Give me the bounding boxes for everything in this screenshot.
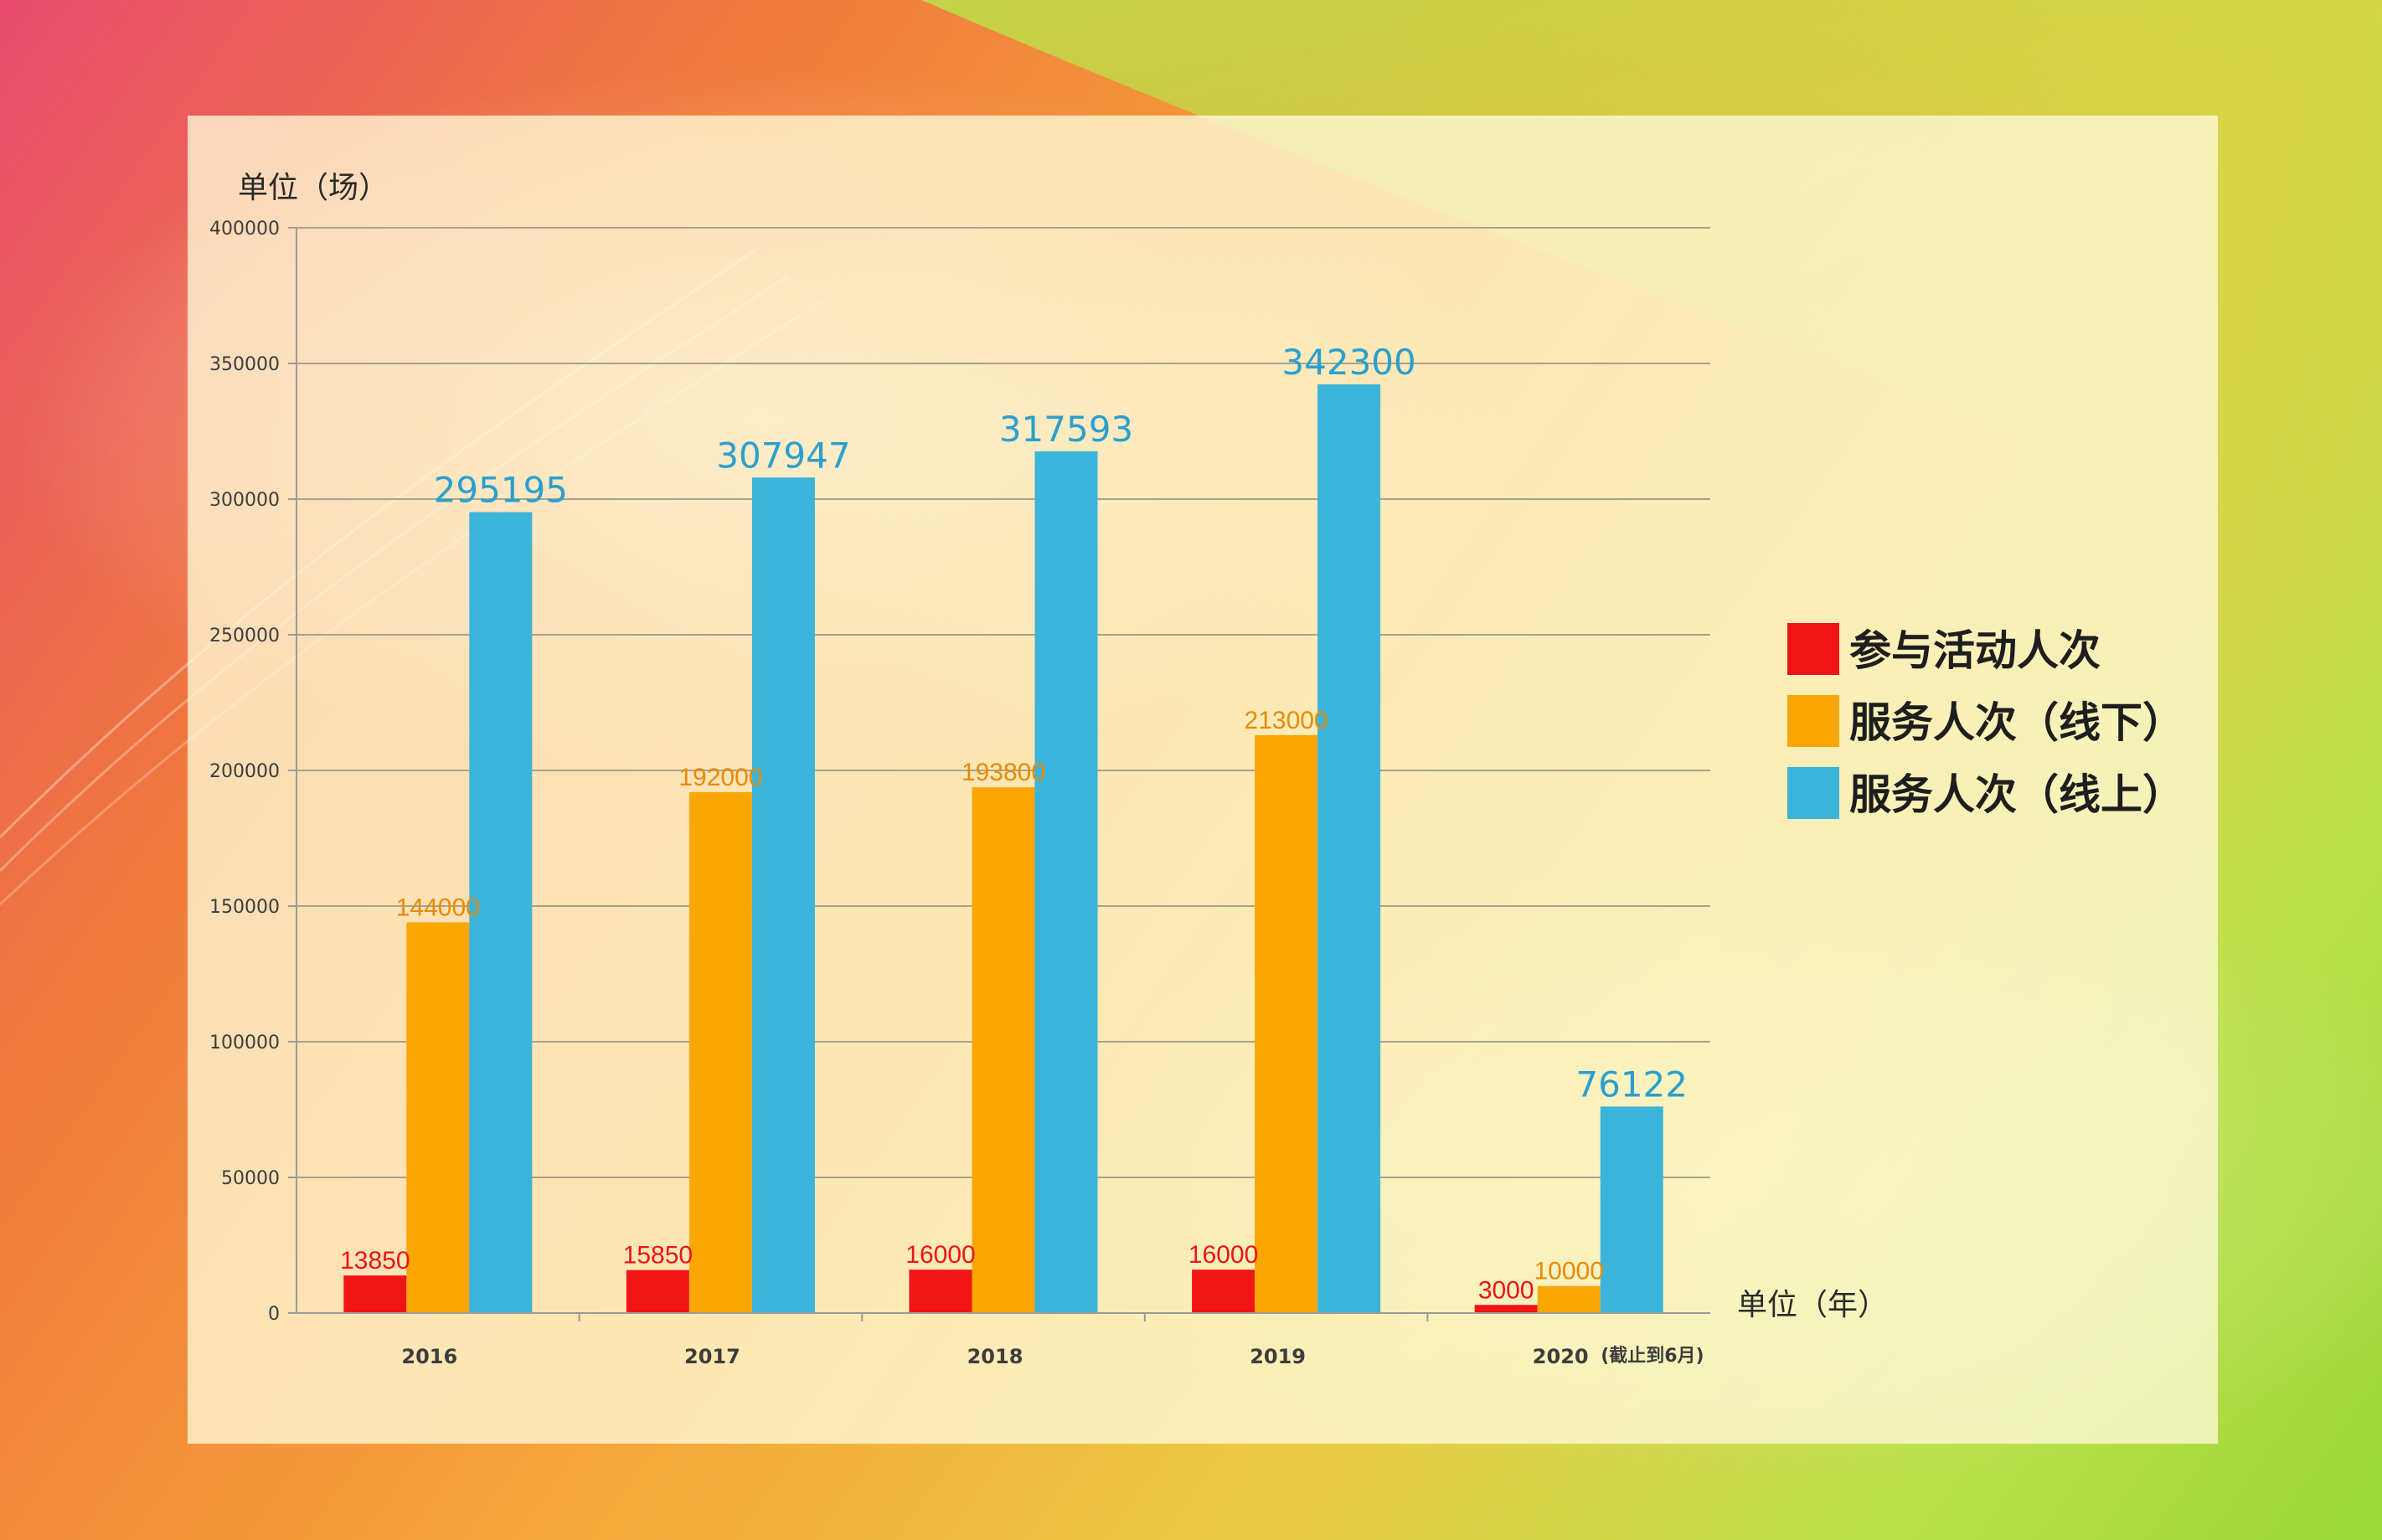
x-tick-label: 2016 bbox=[401, 1345, 457, 1368]
legend-swatch bbox=[1787, 695, 1839, 747]
y-tick-label: 400000 bbox=[209, 219, 280, 239]
x-tick-label: 2017 bbox=[684, 1345, 740, 1368]
legend-item-label: 服务人次（线下） bbox=[1849, 698, 2184, 747]
bars bbox=[343, 384, 1663, 1313]
legend-item-label: 服务人次（线上） bbox=[1849, 770, 2184, 819]
legend-item-label: 参与活动人次 bbox=[1849, 626, 2101, 675]
bar bbox=[972, 787, 1035, 1313]
y-tick-label: 50000 bbox=[221, 1168, 280, 1189]
bar bbox=[688, 791, 752, 1313]
legend-swatch bbox=[1787, 767, 1839, 819]
bar bbox=[1192, 1270, 1255, 1313]
data-label: 307947 bbox=[716, 435, 850, 476]
data-label: 3000 bbox=[1478, 1276, 1534, 1304]
y-axis-ticks: 0 50000 100000 150000 200000 250000 300000 3500… bbox=[209, 219, 296, 1325]
bar bbox=[1537, 1285, 1601, 1313]
data-label: 144000 bbox=[396, 894, 480, 921]
legend-swatch bbox=[1787, 623, 1839, 675]
y-tick-label: 150000 bbox=[209, 897, 280, 918]
y-tick-label: 200000 bbox=[209, 761, 280, 782]
x-axis-unit-label: 单位（年） bbox=[1737, 1288, 1888, 1322]
bar bbox=[626, 1270, 689, 1313]
x-axis-categories: 2016 2017 2018 2019 2020 (截止到6月) bbox=[401, 1313, 1704, 1368]
data-label: 16000 bbox=[905, 1241, 975, 1269]
data-label: 193800 bbox=[962, 759, 1045, 786]
data-label: 16000 bbox=[1188, 1241, 1258, 1269]
data-label: 192000 bbox=[678, 764, 762, 791]
x-tick-label: 2019 bbox=[1250, 1345, 1306, 1368]
data-label: 15850 bbox=[623, 1242, 693, 1270]
y-tick-label: 100000 bbox=[209, 1033, 280, 1053]
data-label: 342300 bbox=[1281, 342, 1415, 383]
bar bbox=[909, 1270, 972, 1313]
bar bbox=[1317, 384, 1381, 1313]
bar bbox=[343, 1275, 407, 1313]
y-axis-unit-label: 单位（场） bbox=[238, 171, 389, 205]
data-label: 10000 bbox=[1534, 1258, 1603, 1285]
bar bbox=[1600, 1106, 1663, 1313]
data-label: 317593 bbox=[999, 409, 1133, 450]
y-tick-label: 0 bbox=[268, 1304, 280, 1325]
bar bbox=[469, 512, 533, 1313]
bar bbox=[1255, 734, 1318, 1313]
y-tick-label: 250000 bbox=[209, 626, 280, 646]
data-labels: 13850 144000 295195 15850 192000 307947 16000 1… bbox=[340, 342, 1688, 1304]
bar bbox=[1474, 1305, 1538, 1313]
y-tick-label: 300000 bbox=[209, 490, 280, 511]
bar bbox=[1034, 451, 1098, 1313]
x-tick-note: (截止到6月) bbox=[1601, 1346, 1704, 1367]
x-tick-label: 2018 bbox=[967, 1345, 1023, 1368]
data-label: 213000 bbox=[1245, 707, 1328, 734]
bar bbox=[406, 922, 470, 1313]
x-tick-label: 2020 bbox=[1533, 1345, 1589, 1368]
data-label: 295195 bbox=[434, 470, 568, 511]
y-tick-label: 350000 bbox=[209, 354, 280, 375]
data-label: 13850 bbox=[340, 1247, 410, 1275]
bar bbox=[751, 477, 815, 1313]
data-label: 76122 bbox=[1575, 1064, 1688, 1105]
